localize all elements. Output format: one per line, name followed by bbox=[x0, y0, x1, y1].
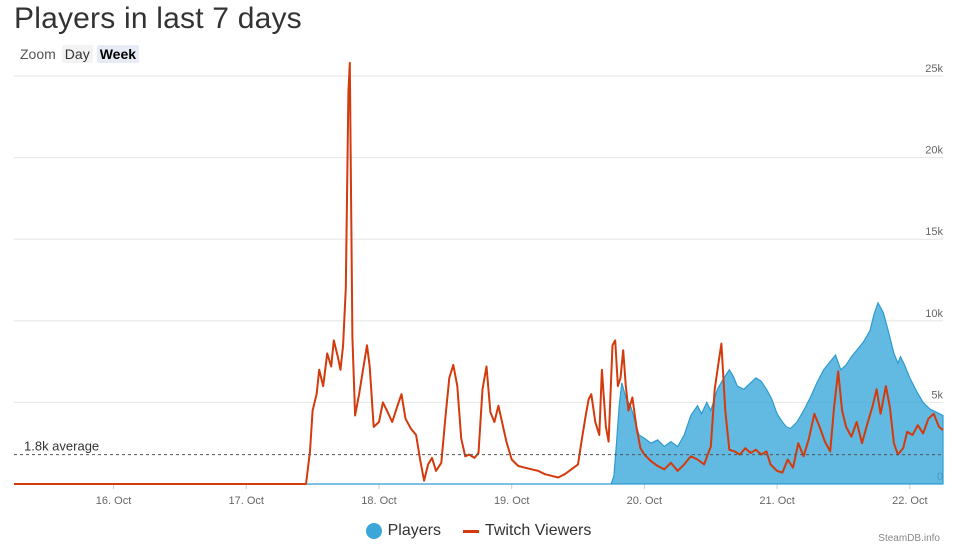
zoom-label: Zoom bbox=[20, 46, 56, 62]
y-tick-label: 5k bbox=[931, 389, 943, 401]
x-tick-label: 22. Oct bbox=[892, 495, 927, 507]
credit-link[interactable]: SteamDB.info bbox=[878, 533, 940, 544]
y-tick-label: 15k bbox=[925, 226, 943, 238]
zoom-day-button[interactable]: Day bbox=[61, 45, 93, 63]
legend-item-twitch-viewers[interactable]: Twitch Viewers bbox=[462, 522, 592, 540]
y-tick-label: 10k bbox=[925, 308, 943, 320]
series-layer bbox=[14, 61, 944, 485]
x-tick-label: 17. Oct bbox=[229, 495, 264, 507]
players-legend-dot-icon bbox=[365, 523, 382, 539]
legend-item-players[interactable]: Players bbox=[365, 522, 441, 540]
x-tick-label: 21. Oct bbox=[759, 495, 794, 507]
average-label: 1.8k average bbox=[24, 439, 99, 454]
legend-label-players: Players bbox=[387, 522, 441, 539]
x-tick-label: 19. Oct bbox=[494, 495, 529, 507]
x-tick-label: 20. Oct bbox=[627, 495, 662, 507]
y-tick-label: 25k bbox=[925, 63, 943, 75]
x-tick-label: 16. Oct bbox=[96, 495, 131, 507]
y-tick-label: 20k bbox=[925, 145, 943, 157]
twitch-viewers-line[interactable] bbox=[14, 61, 944, 485]
zoom-week-button[interactable]: Week bbox=[96, 45, 140, 63]
zoom-bar: Zoom Day Week bbox=[20, 44, 140, 64]
legend-label-twitch-viewers: Twitch Viewers bbox=[484, 522, 592, 539]
average-layer: 1.8k average bbox=[14, 439, 943, 456]
x-axis-labels: 16. Oct 17. Oct 18. Oct 19. Oct 20. Oct 21. O… bbox=[96, 484, 928, 507]
chart-title: Players in last 7 days bbox=[14, 2, 302, 35]
legend: Players Twitch Viewers bbox=[0, 522, 957, 540]
twitch-legend-line-icon bbox=[462, 529, 479, 533]
x-tick-label: 18. Oct bbox=[361, 495, 396, 507]
